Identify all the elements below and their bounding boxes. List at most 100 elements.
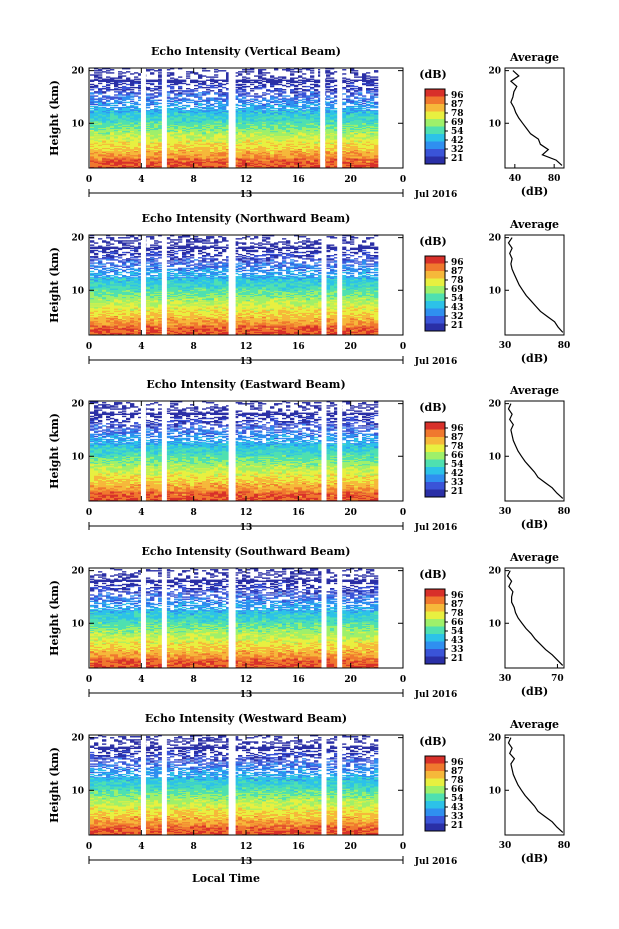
- heatmap-cell: [326, 91, 330, 92]
- heatmap-cell: [342, 99, 346, 100]
- heatmap-cell: [202, 84, 206, 85]
- heatmap-cell: [214, 106, 218, 107]
- heatmap-cell: [294, 77, 298, 78]
- heatmap-cell: [190, 100, 194, 101]
- heatmap-cell: [110, 89, 114, 90]
- heatmap-cell: [262, 79, 266, 80]
- heatmap-cell: [102, 88, 106, 89]
- heatmap-cell: [274, 97, 278, 98]
- chart-title: Echo Intensity (Vertical Beam): [151, 45, 341, 58]
- heatmap-cell: [98, 81, 102, 82]
- heatmap-cell: [286, 106, 290, 107]
- heatmap-cell: [118, 84, 122, 85]
- heatmap-cell: [262, 74, 266, 75]
- heatmap-cell: [194, 73, 198, 74]
- heatmap-cell: [294, 99, 298, 100]
- heatmap-cell: [122, 75, 126, 76]
- heatmap-cell: [98, 93, 102, 94]
- heatmap-cell: [314, 86, 318, 87]
- heatmap-cell: [206, 93, 210, 94]
- heatmap-cell: [134, 72, 138, 73]
- heatmap-cell: [198, 81, 202, 82]
- heatmap-cell: [114, 86, 118, 87]
- heatmap-cell: [254, 93, 258, 94]
- heatmap-cell: [250, 88, 254, 89]
- heatmap-cell: [314, 96, 318, 97]
- heatmap-cell: [94, 72, 98, 73]
- heatmap-cell: [366, 85, 370, 86]
- heatmap-cell: [238, 81, 242, 82]
- heatmap-cell: [346, 79, 350, 80]
- heatmap-cell: [370, 91, 374, 92]
- heatmap-cell: [346, 96, 350, 97]
- heatmap-cell: [374, 85, 378, 86]
- heatmap-cell: [98, 77, 102, 78]
- heatmap-cell: [158, 90, 162, 91]
- heatmap-cell: [354, 93, 358, 94]
- heatmap-cell: [126, 89, 130, 90]
- heatmap-cell: [290, 92, 294, 93]
- heatmap-cell: [310, 95, 314, 96]
- heatmap-cell: [102, 71, 106, 72]
- heatmap-cell: [250, 69, 254, 70]
- heatmap-cell: [306, 107, 310, 108]
- heatmap-cell: [370, 100, 374, 101]
- heatmap-cell: [198, 99, 202, 100]
- heatmap-cell: [346, 83, 350, 84]
- heatmap-cell: [194, 82, 198, 83]
- heatmap-cell: [310, 97, 314, 98]
- heatmap-cell: [118, 87, 122, 88]
- heatmap-cell: [306, 103, 310, 104]
- heatmap-cell: [362, 103, 366, 104]
- heatmap-cell: [342, 69, 346, 70]
- heatmap-cell: [182, 105, 186, 106]
- heatmap-cell: [122, 72, 126, 73]
- heatmap-cell: [118, 94, 122, 95]
- heatmap-cell: [158, 72, 162, 73]
- heatmap-cell: [274, 93, 278, 94]
- heatmap-cell: [194, 88, 198, 89]
- heatmap-cell: [206, 80, 210, 81]
- heatmap-cell: [326, 96, 330, 97]
- heatmap-cell: [270, 91, 274, 92]
- heatmap-cell: [130, 73, 134, 74]
- heatmap-cell: [190, 95, 194, 96]
- heatmap-cell: [214, 93, 218, 94]
- heatmap-cell: [298, 82, 302, 83]
- heatmap-cell: [126, 84, 130, 85]
- heatmap-cell: [282, 103, 286, 104]
- heatmap-cell: [246, 93, 250, 94]
- heatmap-cell: [182, 83, 186, 84]
- heatmap-cell: [206, 103, 210, 104]
- heatmap-cell: [170, 105, 174, 106]
- heatmap-cell: [146, 89, 150, 90]
- heatmap-cell: [158, 107, 162, 108]
- heatmap-cell: [310, 76, 314, 77]
- heatmap-cell: [174, 105, 178, 106]
- heatmap-cell: [106, 76, 110, 77]
- heatmap-cell: [94, 87, 98, 88]
- heatmap-cell: [362, 81, 366, 82]
- heatmap-cell: [110, 81, 114, 82]
- heatmap-cell: [150, 73, 154, 74]
- heatmap-cell: [242, 76, 246, 77]
- heatmap-cell: [354, 70, 358, 71]
- heatmap-cell: [258, 96, 262, 97]
- heatmap-cell: [106, 105, 110, 106]
- heatmap-cell: [126, 102, 130, 103]
- heatmap-cell: [110, 72, 114, 73]
- heatmap-cell: [298, 91, 302, 92]
- heatmap-cell: [302, 96, 306, 97]
- heatmap-cell: [238, 95, 242, 96]
- heatmap-cell: [90, 84, 94, 85]
- heatmap-cell: [298, 80, 302, 81]
- heatmap-cell: [326, 84, 330, 85]
- heatmap-cell: [286, 70, 290, 71]
- heatmap-cell: [154, 70, 158, 71]
- heatmap-cell: [294, 82, 298, 83]
- heatmap-cell: [294, 89, 298, 90]
- heatmap-cell: [358, 76, 362, 77]
- heatmap-cells: [90, 68, 378, 168]
- heatmap-cell: [342, 82, 346, 83]
- heatmap-cell: [270, 86, 274, 87]
